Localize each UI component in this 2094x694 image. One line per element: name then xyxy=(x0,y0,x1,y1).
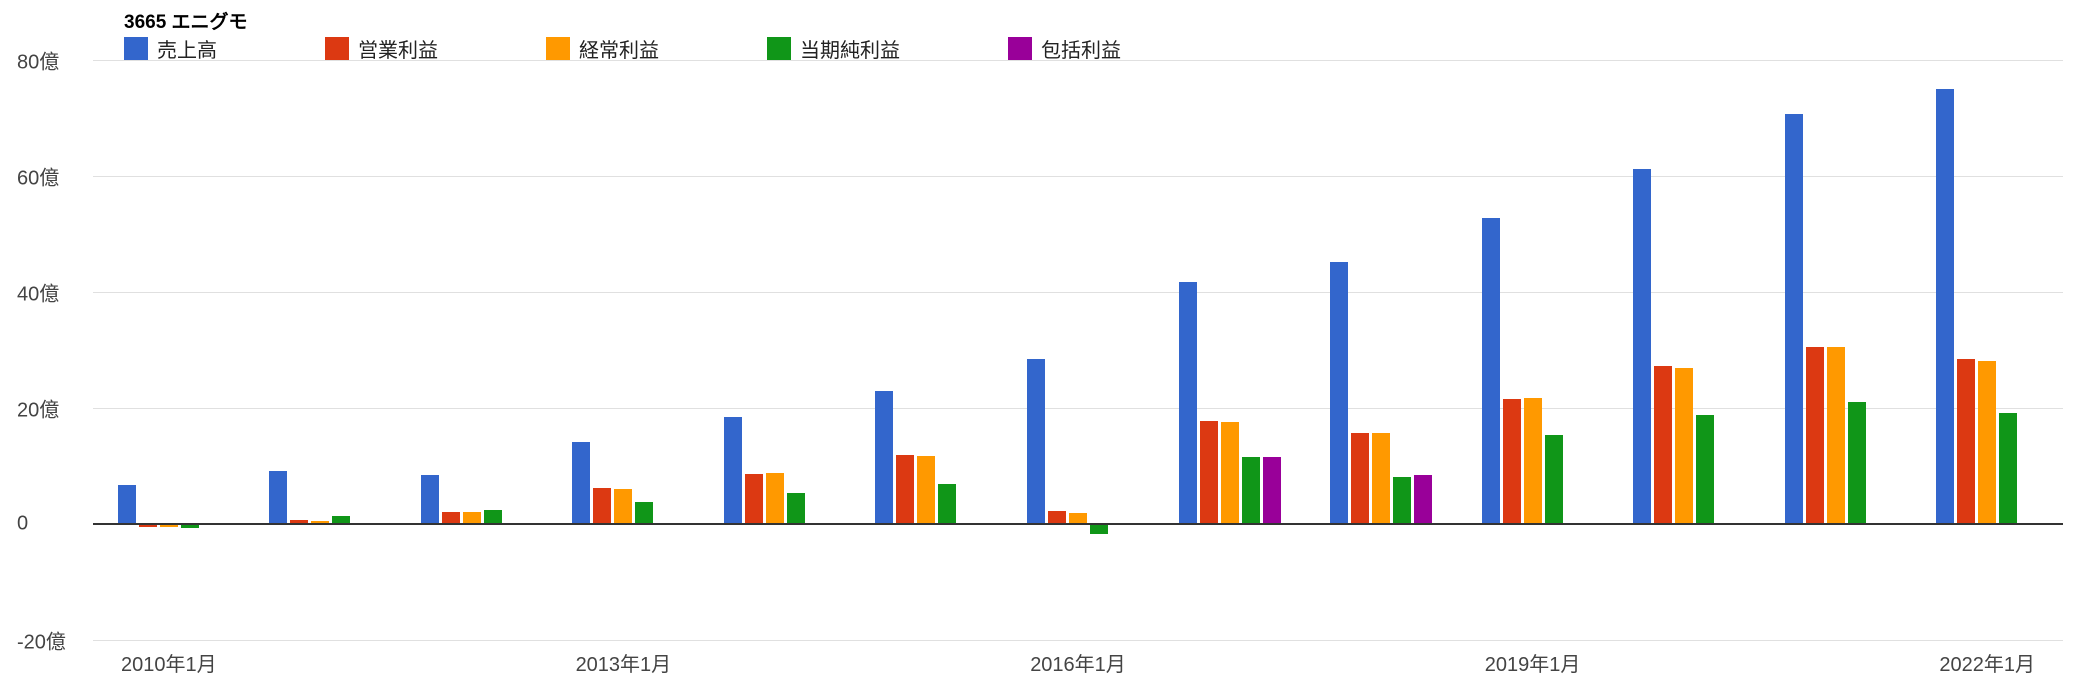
bar-ordinary-profit-7 xyxy=(1220,421,1239,523)
bar-operating-profit-8 xyxy=(1351,433,1370,523)
legend-item-net-income: 当期純利益 xyxy=(767,34,900,63)
bar-operating-profit-1 xyxy=(290,520,309,523)
legend-label-operating-profit: 営業利益 xyxy=(358,40,438,62)
bar-operating-profit-11 xyxy=(1805,347,1824,523)
y-axis-tick-label: -20億 xyxy=(17,631,66,654)
legend-item-comprehensive-income: 包括利益 xyxy=(1008,34,1121,63)
x-axis-tick-label: 2019年1月 xyxy=(1484,654,1581,676)
legend-swatch-ordinary-profit xyxy=(546,36,570,61)
bar-ordinary-profit-0 xyxy=(159,525,178,528)
bar-ordinary-profit-11 xyxy=(1826,347,1845,523)
bar-operating-profit-10 xyxy=(1654,365,1673,523)
bar-sales-0 xyxy=(117,485,136,523)
bar-sales-4 xyxy=(723,417,742,523)
bar-sales-6 xyxy=(1027,358,1045,523)
bar-sales-9 xyxy=(1481,217,1500,523)
y-axis-tick-label: 80億 xyxy=(17,51,60,74)
y-axis-tick-label: 40億 xyxy=(17,283,60,306)
gridline xyxy=(93,292,2063,293)
legend-swatch-operating-profit xyxy=(325,36,349,61)
bar-operating-profit-0 xyxy=(138,525,157,528)
bar-sales-11 xyxy=(1784,114,1803,523)
bar-sales-7 xyxy=(1178,282,1197,523)
bar-net-income-8 xyxy=(1393,476,1412,523)
gridline xyxy=(93,408,2063,409)
bar-ordinary-profit-9 xyxy=(1523,398,1542,523)
legend-label-net-income: 当期純利益 xyxy=(800,40,900,62)
bar-net-income-2 xyxy=(483,510,502,523)
x-axis-tick-label: 2016年1月 xyxy=(1030,654,1126,676)
bar-net-income-9 xyxy=(1544,435,1563,523)
legend-swatch-sales xyxy=(124,36,148,61)
gridline xyxy=(93,640,2063,641)
bar-net-income-1 xyxy=(332,516,351,523)
bar-ordinary-profit-4 xyxy=(765,473,784,523)
bar-ordinary-profit-1 xyxy=(311,520,330,523)
x-axis-tick-label: 2022年1月 xyxy=(1939,654,2036,676)
legend-swatch-comprehensive-income xyxy=(1008,36,1032,61)
legend-item-ordinary-profit: 経常利益 xyxy=(546,34,659,63)
bar-ordinary-profit-5 xyxy=(917,456,936,523)
bar-net-income-3 xyxy=(635,502,654,523)
bar-operating-profit-4 xyxy=(744,474,763,523)
x-axis-zero-line xyxy=(93,523,2063,525)
bar-net-income-0 xyxy=(180,525,199,528)
bar-ordinary-profit-12 xyxy=(1978,360,1997,523)
bar-ordinary-profit-6 xyxy=(1069,512,1087,523)
bar-net-income-11 xyxy=(1847,402,1866,523)
bar-net-income-7 xyxy=(1241,457,1260,523)
x-axis-tick-label: 2013年1月 xyxy=(575,654,672,676)
bar-operating-profit-7 xyxy=(1199,420,1218,523)
legend-label-ordinary-profit: 経常利益 xyxy=(579,40,659,62)
y-axis-tick-label: 60億 xyxy=(17,167,60,190)
y-axis-tick-label: 20億 xyxy=(17,399,60,422)
legend-item-operating-profit: 営業利益 xyxy=(325,34,438,63)
bar-operating-profit-2 xyxy=(441,511,460,523)
bar-net-income-10 xyxy=(1696,414,1715,523)
bar-ordinary-profit-8 xyxy=(1372,433,1391,523)
bar-net-income-12 xyxy=(1999,412,2018,523)
bar-operating-profit-9 xyxy=(1502,398,1521,523)
chart-title: 3665 エニグモ xyxy=(124,12,248,33)
legend-label-sales: 売上高 xyxy=(157,40,217,62)
bar-sales-8 xyxy=(1330,262,1349,523)
bar-sales-5 xyxy=(875,390,894,523)
bar-operating-profit-5 xyxy=(896,455,915,523)
bar-operating-profit-3 xyxy=(593,488,612,523)
bar-sales-3 xyxy=(572,441,591,523)
y-axis-tick-label: 0 xyxy=(17,512,29,535)
legend-item-sales: 売上高 xyxy=(124,34,217,63)
legend: 売上高 営業利益 経常利益 当期純利益 包括利益 xyxy=(124,34,1121,63)
legend-label-comprehensive-income: 包括利益 xyxy=(1041,40,1121,62)
gridline xyxy=(93,60,2063,61)
bar-operating-profit-12 xyxy=(1957,358,1976,523)
bar-sales-12 xyxy=(1936,88,1955,523)
bar-net-income-6 xyxy=(1090,525,1108,534)
bar-sales-2 xyxy=(420,474,439,523)
bar-ordinary-profit-3 xyxy=(614,488,633,523)
legend-swatch-net-income xyxy=(767,36,791,61)
bar-ordinary-profit-10 xyxy=(1675,367,1694,523)
bar-operating-profit-6 xyxy=(1048,511,1066,523)
bar-comprehensive-income-8 xyxy=(1414,474,1433,523)
bar-net-income-5 xyxy=(938,483,957,523)
gridline xyxy=(93,176,2063,177)
bar-comprehensive-income-7 xyxy=(1262,457,1281,523)
bar-sales-10 xyxy=(1633,169,1652,523)
x-axis-tick-label: 2010年1月 xyxy=(120,654,217,676)
bar-ordinary-profit-2 xyxy=(462,511,481,523)
bar-sales-1 xyxy=(269,470,288,523)
bar-net-income-4 xyxy=(786,493,805,523)
